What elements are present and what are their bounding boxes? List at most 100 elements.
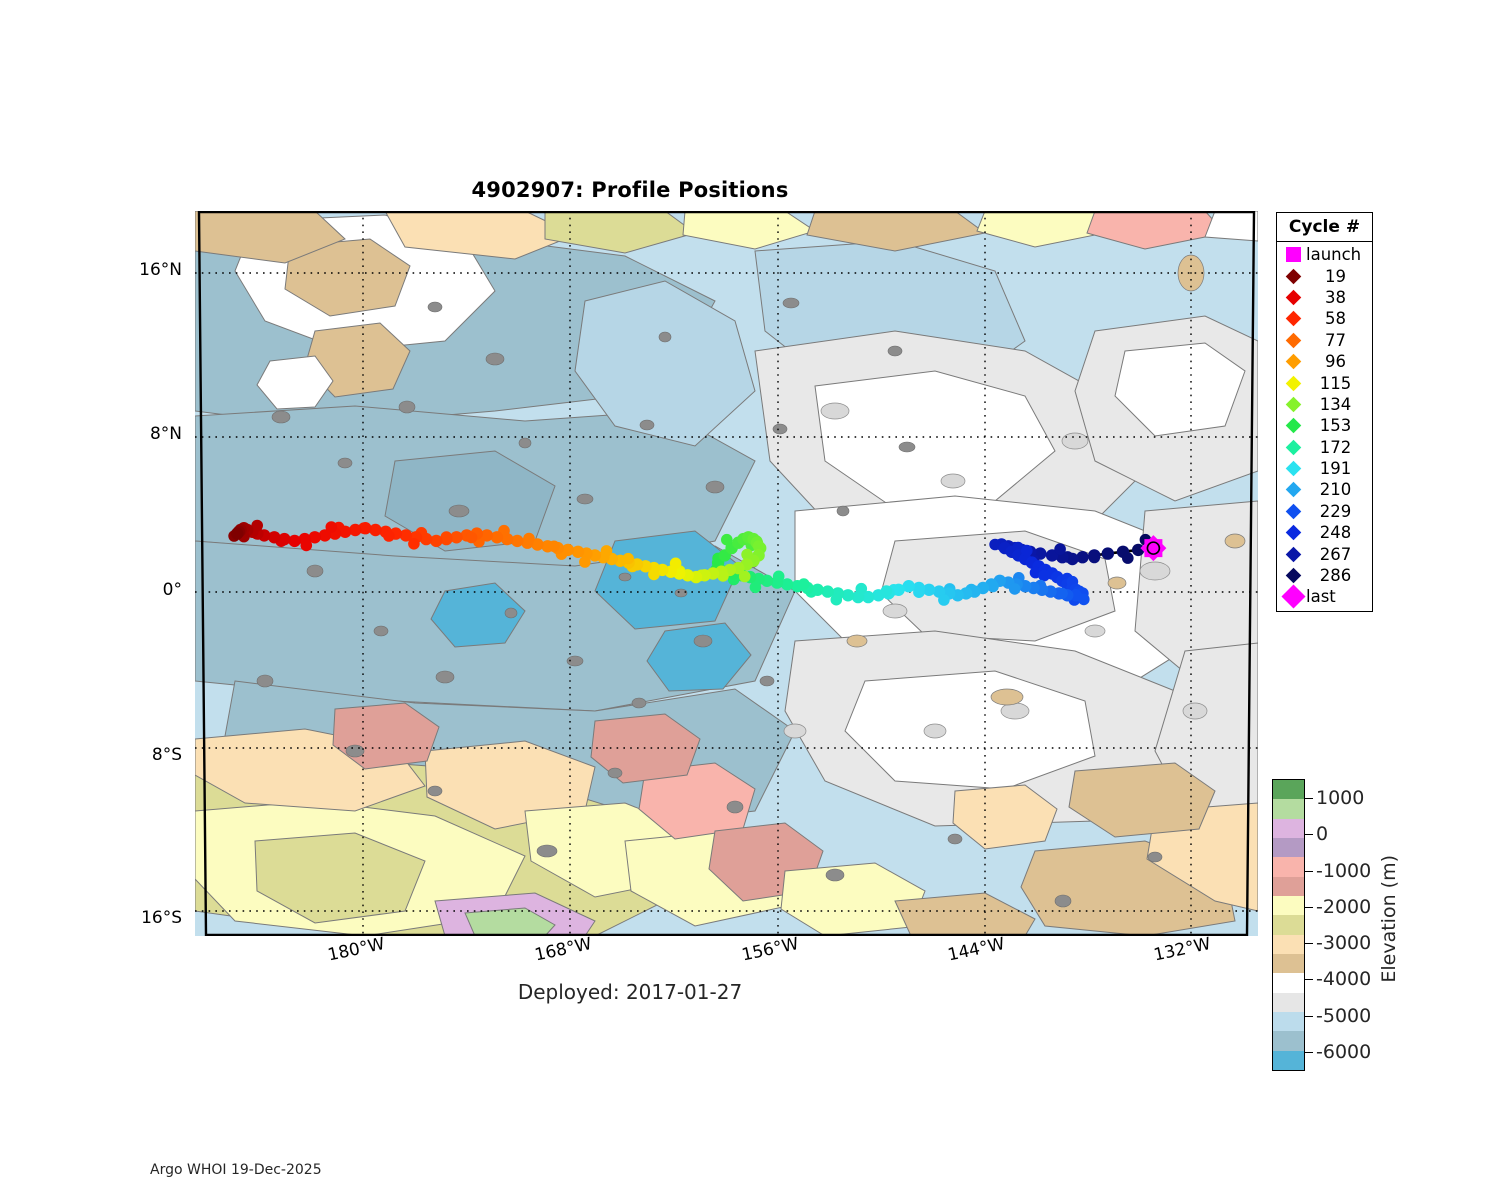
legend-marker-19	[1283, 268, 1303, 284]
legend-title: Cycle #	[1277, 213, 1372, 242]
colorbar-band-2	[1273, 818, 1304, 838]
colorbar-tick--1000	[1305, 870, 1313, 872]
profile-point	[798, 578, 810, 590]
legend-item-172[interactable]: 172	[1277, 437, 1372, 458]
legend-marker-134	[1283, 396, 1303, 413]
y-tick-8s: 8°S	[151, 745, 182, 765]
legend-label-210: 210	[1319, 480, 1352, 500]
legend-label-96: 96	[1325, 352, 1346, 372]
profile-point	[579, 556, 591, 568]
legend-item-19[interactable]: 19	[1277, 265, 1372, 286]
colorbar-band-10	[1273, 973, 1304, 993]
colorbar-axis-label: Elevation (m)	[1378, 855, 1400, 983]
cycle-legend[interactable]: Cycle # launch 19 38 58 77 96 115 134 153 172 191 2…	[1276, 212, 1373, 612]
colorbar-label-1000: 1000	[1316, 787, 1365, 810]
colorbar-tick--4000	[1305, 979, 1313, 981]
legend-marker-launch	[1283, 247, 1303, 263]
profile-point	[721, 533, 733, 546]
x-tick-156w: 156°W	[740, 933, 801, 966]
colorbar-tick-1000	[1305, 798, 1313, 800]
colorbar-band-1	[1273, 799, 1304, 819]
legend-item-286[interactable]: 286	[1277, 565, 1372, 586]
legend-item-248[interactable]: 248	[1277, 522, 1372, 543]
legend-marker-286	[1283, 567, 1303, 584]
y-tick-16n: 16°N	[139, 260, 182, 280]
profile-point	[1078, 593, 1090, 606]
colorbar-label--5000: -5000	[1316, 1004, 1372, 1027]
legend-item-153[interactable]: 153	[1277, 415, 1372, 436]
colorbar-label--1000: -1000	[1316, 859, 1372, 882]
legend-label-77: 77	[1325, 330, 1346, 350]
legend-marker-96	[1283, 353, 1303, 370]
colorbar-band-4	[1273, 857, 1304, 877]
legend-marker-267	[1283, 546, 1303, 562]
colorbar-band-13	[1273, 1031, 1304, 1051]
y-tick-0: 0°	[162, 580, 182, 600]
profile-point	[1038, 569, 1050, 582]
colorbar-band-8	[1273, 934, 1304, 954]
legend-label-191: 191	[1319, 459, 1352, 479]
legend-label-19: 19	[1325, 266, 1346, 286]
profile-point	[383, 530, 395, 542]
map-plot-area[interactable]	[195, 211, 1258, 936]
profile-point	[548, 540, 560, 553]
legend-marker-last	[1280, 584, 1306, 609]
colorbar-tick--6000	[1305, 1051, 1313, 1053]
legend-marker-38	[1283, 289, 1303, 306]
colorbar-band-5	[1273, 876, 1304, 896]
colorbar-label--4000: -4000	[1316, 968, 1372, 991]
legend-marker-191	[1283, 460, 1303, 477]
profile-point	[738, 570, 751, 583]
profile-point	[465, 531, 478, 544]
legend-item-last[interactable]: last	[1277, 584, 1372, 609]
legend-marker-115	[1283, 375, 1303, 391]
legend-item-launch[interactable]: launch	[1277, 244, 1372, 265]
profile-point	[880, 585, 893, 597]
legend-item-229[interactable]: 229	[1277, 501, 1372, 522]
colorbar-band-11	[1273, 992, 1304, 1012]
legend-item-134[interactable]: 134	[1277, 394, 1372, 415]
elevation-colorbar[interactable]: 1000 0 -1000 -2000 -3000 -4000 -5000 -6000	[1272, 779, 1371, 1071]
legend-item-191[interactable]: 191	[1277, 458, 1372, 479]
colorbar-band-9	[1273, 953, 1304, 974]
profile-point	[325, 521, 338, 533]
colorbar-band-14	[1273, 1050, 1304, 1070]
profile-point	[938, 594, 950, 606]
legend-marker-248	[1283, 524, 1303, 541]
colorbar-tick--5000	[1305, 1015, 1313, 1017]
profile-point	[1101, 547, 1114, 560]
legend-item-77[interactable]: 77	[1277, 330, 1372, 351]
colorbar-band-7	[1273, 915, 1304, 935]
profile-point	[1056, 587, 1068, 600]
legend-label-58: 58	[1325, 309, 1346, 329]
profile-point	[622, 552, 634, 565]
legend-label-172: 172	[1319, 437, 1352, 457]
legend-item-210[interactable]: 210	[1277, 479, 1372, 500]
colorbar-band-12	[1273, 1011, 1304, 1032]
legend-item-58[interactable]: 58	[1277, 308, 1372, 329]
colorbar-label--3000: -3000	[1316, 932, 1372, 955]
profile-point	[772, 570, 785, 583]
colorbar-band-6	[1273, 895, 1304, 916]
legend-label-last: last	[1306, 587, 1336, 607]
profile-point	[1122, 552, 1134, 564]
colorbar-bands	[1272, 779, 1305, 1071]
profile-point	[669, 557, 682, 570]
colorbar-tick--2000	[1305, 906, 1313, 908]
legend-marker-77	[1283, 332, 1303, 349]
profile-point	[1088, 551, 1101, 564]
legend-item-96[interactable]: 96	[1277, 351, 1372, 372]
legend-marker-210	[1283, 482, 1303, 498]
legend-item-267[interactable]: 267	[1277, 543, 1372, 564]
profile-point	[1021, 544, 1033, 557]
x-tick-132w: 132°W	[1152, 933, 1213, 966]
legend-label-286: 286	[1319, 566, 1352, 586]
legend-marker-172	[1283, 439, 1303, 455]
x-tick-168w: 168°W	[533, 933, 594, 966]
colorbar-label--6000: -6000	[1316, 1040, 1372, 1063]
legend-label-153: 153	[1319, 416, 1352, 436]
legend-marker-229	[1283, 503, 1303, 520]
legend-item-38[interactable]: 38	[1277, 287, 1372, 308]
legend-item-115[interactable]: 115	[1277, 372, 1372, 393]
colorbar-tick--3000	[1305, 943, 1313, 945]
